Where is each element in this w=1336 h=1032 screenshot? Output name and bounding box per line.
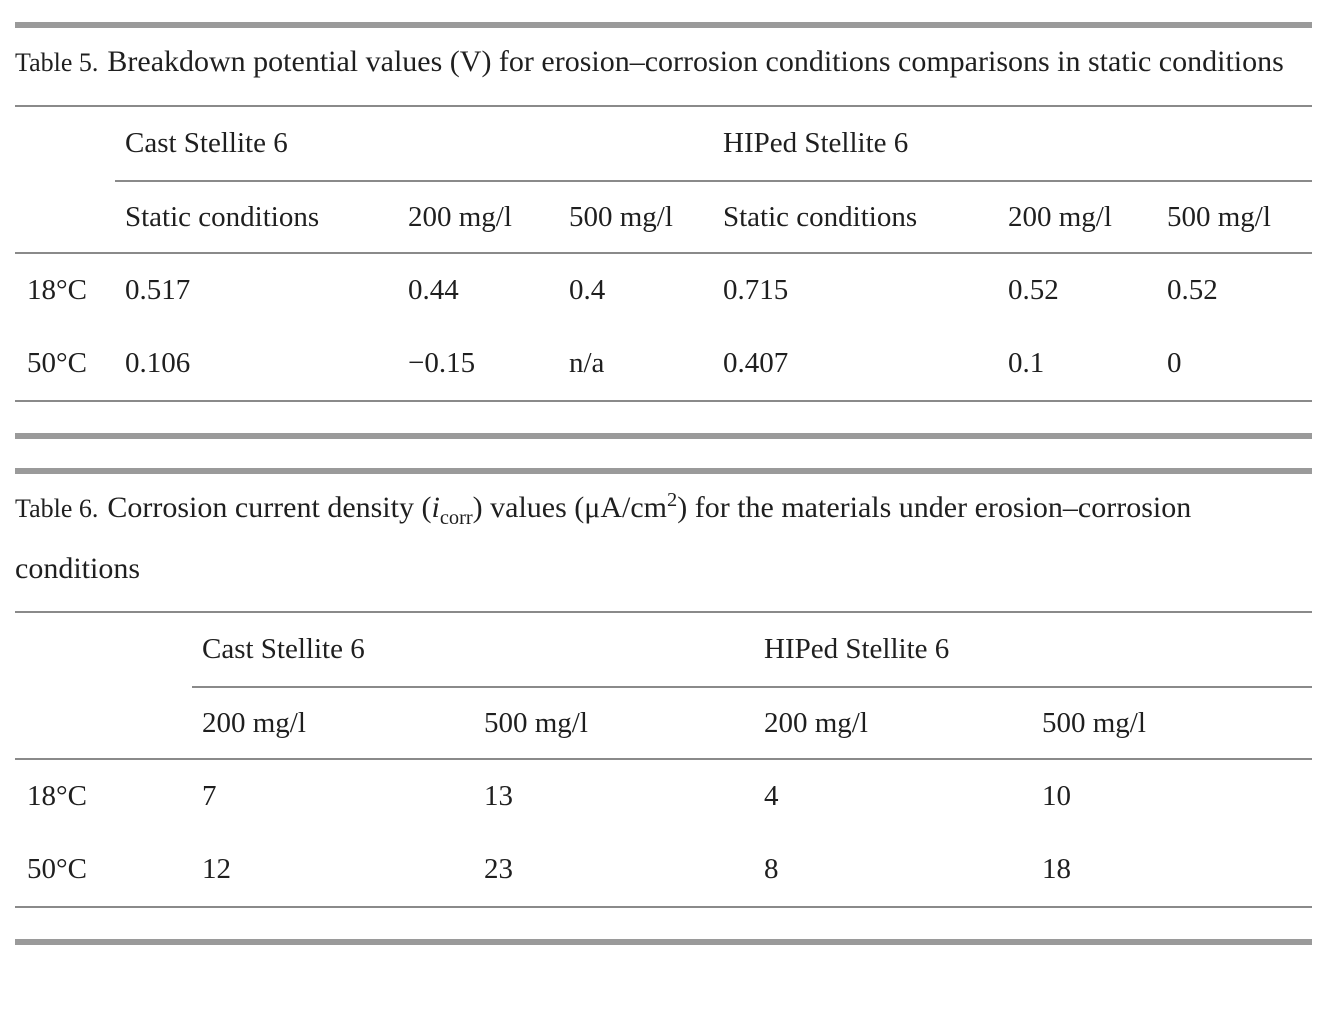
- icorr-symbol: i: [431, 491, 440, 524]
- table5-section: Table 5. Breakdown potential values (V) f…: [15, 22, 1312, 439]
- row-label: 50°C: [27, 853, 87, 885]
- table5: Cast Stellite 6 HIPed Stellite 6 Static …: [15, 105, 1312, 402]
- table-cell: 10: [1042, 780, 1071, 812]
- column-header: 500 mg/l: [1167, 200, 1271, 233]
- table6-group-header-row: Cast Stellite 6 HIPed Stellite 6: [15, 613, 1312, 686]
- table-cell: 0.715: [723, 274, 789, 306]
- table-cell: −0.15: [408, 347, 476, 379]
- column-header: 500 mg/l: [484, 706, 588, 739]
- table5-group-underline-rule: [115, 180, 1312, 182]
- table5-header-rule: [15, 252, 1312, 254]
- table5-bottom-rule: [15, 400, 1312, 402]
- column-header: 500 mg/l: [569, 200, 673, 233]
- table-cell: 7: [202, 780, 217, 812]
- table5-title: Breakdown potential values (V) for erosi…: [107, 45, 1284, 78]
- table5-column-header-row: Static conditions 200 mg/l 500 mg/l Stat…: [15, 182, 1312, 252]
- column-header: 500 mg/l: [1042, 706, 1146, 739]
- section-divider-bar: [15, 433, 1312, 439]
- table5-caption: Table 5. Breakdown potential values (V) f…: [15, 32, 1312, 93]
- table-row: 18°C 7 13 4 10: [15, 760, 1312, 833]
- table6-section: Table 6. Corrosion current density (icorr…: [15, 468, 1312, 945]
- table5-group-header-row: Cast Stellite 6 HIPed Stellite 6: [15, 107, 1312, 180]
- table-cell: 23: [484, 853, 513, 885]
- table-cell: 8: [764, 853, 779, 885]
- column-header: Static conditions: [723, 200, 918, 233]
- cm-squared-superscript: 2: [667, 489, 678, 511]
- row-label: 18°C: [27, 780, 87, 812]
- section-divider-bar: [15, 939, 1312, 945]
- table-cell: 0.106: [125, 347, 191, 379]
- table6-label: Table 6.: [15, 494, 99, 523]
- table6-group-underline-rule: [192, 686, 1312, 688]
- table-cell: n/a: [569, 347, 605, 379]
- table6-column-header-row: 200 mg/l 500 mg/l 200 mg/l 500 mg/l: [15, 688, 1312, 758]
- group-header-cast-stellite: Cast Stellite 6: [125, 127, 288, 159]
- table-cell: 18: [1042, 853, 1071, 885]
- table6: Cast Stellite 6 HIPed Stellite 6 200 mg/…: [15, 611, 1312, 908]
- section-divider-bar: [15, 468, 1312, 474]
- table-cell: 13: [484, 780, 513, 812]
- table-cell: 0.52: [1167, 274, 1218, 306]
- table-cell: 4: [764, 780, 779, 812]
- table-cell: 0.44: [408, 274, 459, 306]
- section-divider-bar: [15, 22, 1312, 28]
- table-cell: 0.1: [1008, 347, 1045, 379]
- table6-caption: Table 6. Corrosion current density (icorr…: [15, 478, 1312, 599]
- table-row: 50°C 12 23 8 18: [15, 833, 1312, 906]
- table-row: 50°C 0.106 −0.15 n/a 0.407 0.1 0: [15, 327, 1312, 400]
- table-cell: 0.407: [723, 347, 789, 379]
- table-cell: 0.517: [125, 274, 191, 306]
- table5-label: Table 5.: [15, 48, 99, 77]
- column-header: 200 mg/l: [764, 706, 868, 739]
- column-header: 200 mg/l: [408, 200, 512, 233]
- column-header: Static conditions: [125, 200, 320, 233]
- group-header-cast-stellite: Cast Stellite 6: [202, 633, 365, 665]
- article-tables-excerpt: Table 5. Breakdown potential values (V) f…: [15, 22, 1312, 945]
- table6-bottom-rule: [15, 906, 1312, 908]
- table-cell: 12: [202, 853, 231, 885]
- group-header-hiped-stellite: HIPed Stellite 6: [764, 633, 950, 665]
- column-header: 200 mg/l: [1008, 200, 1112, 233]
- group-header-hiped-stellite: HIPed Stellite 6: [723, 127, 909, 159]
- table6-header-rule: [15, 758, 1312, 760]
- table6-top-rule: [15, 611, 1312, 613]
- column-header: 200 mg/l: [202, 706, 306, 739]
- table-cell: 0.52: [1008, 274, 1059, 306]
- table6-title-pre: Corrosion current density (: [107, 491, 432, 524]
- table6-title-mid: ) values (μA/cm: [472, 491, 668, 524]
- table-row: 18°C 0.517 0.44 0.4 0.715 0.52 0.52: [15, 254, 1312, 327]
- row-label: 18°C: [27, 274, 87, 306]
- icorr-subscript: corr: [439, 507, 473, 529]
- table-cell: 0: [1167, 347, 1182, 379]
- row-label: 50°C: [27, 347, 87, 379]
- table6-title-post: ) for the materials under erosion–corros…: [15, 491, 1192, 585]
- table-cell: 0.4: [569, 274, 606, 306]
- table5-top-rule: [15, 105, 1312, 107]
